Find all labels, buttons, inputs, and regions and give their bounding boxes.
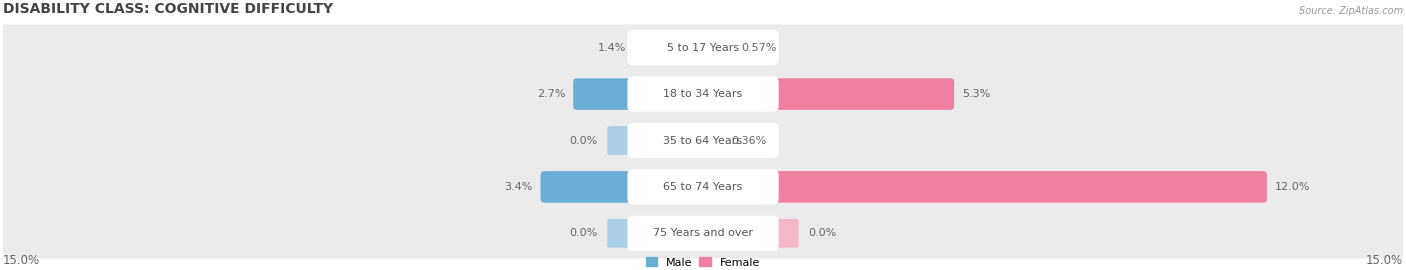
Text: 0.0%: 0.0% <box>808 228 837 238</box>
Text: 5.3%: 5.3% <box>962 89 990 99</box>
FancyBboxPatch shape <box>0 26 1406 73</box>
Text: 35 to 64 Years: 35 to 64 Years <box>664 136 742 146</box>
FancyBboxPatch shape <box>0 25 1406 71</box>
Text: Source: ZipAtlas.com: Source: ZipAtlas.com <box>1299 6 1403 16</box>
Text: 12.0%: 12.0% <box>1275 182 1310 192</box>
Text: 0.0%: 0.0% <box>569 228 598 238</box>
Text: 18 to 34 Years: 18 to 34 Years <box>664 89 742 99</box>
Text: 5 to 17 Years: 5 to 17 Years <box>666 43 740 53</box>
Text: 15.0%: 15.0% <box>1367 254 1403 267</box>
FancyBboxPatch shape <box>770 219 799 248</box>
FancyBboxPatch shape <box>769 171 1267 203</box>
Text: 15.0%: 15.0% <box>3 254 39 267</box>
Text: 65 to 74 Years: 65 to 74 Years <box>664 182 742 192</box>
Text: 0.0%: 0.0% <box>569 136 598 146</box>
FancyBboxPatch shape <box>0 212 1406 258</box>
Text: 0.36%: 0.36% <box>731 136 766 146</box>
Text: 1.4%: 1.4% <box>598 43 626 53</box>
FancyBboxPatch shape <box>0 166 1406 212</box>
Text: 2.7%: 2.7% <box>537 89 565 99</box>
FancyBboxPatch shape <box>607 219 636 248</box>
FancyBboxPatch shape <box>0 210 1406 256</box>
FancyBboxPatch shape <box>0 119 1406 166</box>
Text: DISABILITY CLASS: COGNITIVE DIFFICULTY: DISABILITY CLASS: COGNITIVE DIFFICULTY <box>3 2 333 16</box>
FancyBboxPatch shape <box>627 169 779 205</box>
FancyBboxPatch shape <box>0 71 1406 117</box>
FancyBboxPatch shape <box>540 171 637 203</box>
FancyBboxPatch shape <box>627 76 779 112</box>
FancyBboxPatch shape <box>0 73 1406 119</box>
FancyBboxPatch shape <box>0 117 1406 164</box>
FancyBboxPatch shape <box>769 78 955 110</box>
Legend: Male, Female: Male, Female <box>647 257 759 268</box>
FancyBboxPatch shape <box>0 164 1406 210</box>
Text: 75 Years and over: 75 Years and over <box>652 228 754 238</box>
FancyBboxPatch shape <box>627 216 779 251</box>
FancyBboxPatch shape <box>627 123 779 158</box>
FancyBboxPatch shape <box>607 126 636 155</box>
Text: 3.4%: 3.4% <box>505 182 533 192</box>
FancyBboxPatch shape <box>627 30 779 65</box>
Text: 0.57%: 0.57% <box>741 43 776 53</box>
FancyBboxPatch shape <box>574 78 637 110</box>
